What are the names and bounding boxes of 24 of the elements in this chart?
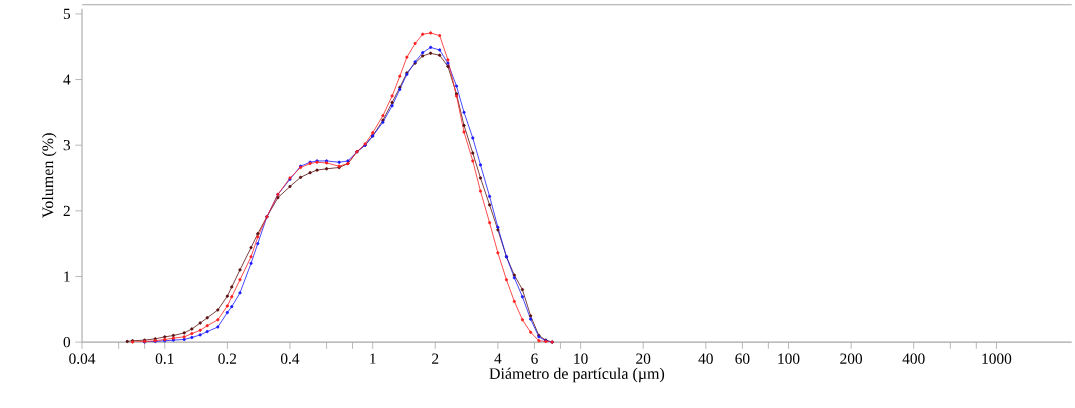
y-tick-label: 1 bbox=[64, 271, 70, 282]
x-tick-label: 6 bbox=[531, 353, 538, 364]
y-tick-label: 3 bbox=[63, 139, 71, 151]
x-tick-label: 100 bbox=[778, 353, 800, 364]
x-tick-label: 0.04 bbox=[69, 353, 96, 364]
x-tick-label: 2 bbox=[432, 353, 439, 364]
x-tick-label: 20 bbox=[636, 353, 651, 364]
x-tick-label: 200 bbox=[840, 353, 863, 364]
x-tick-label: 10 bbox=[574, 353, 588, 364]
y-tick-label: 2 bbox=[63, 205, 70, 216]
y-tick-label: 5 bbox=[63, 8, 71, 19]
x-tick-label: 0.1 bbox=[155, 353, 174, 364]
y-tick-label: 0 bbox=[63, 336, 71, 348]
x-axis-title: Diámetro de partícula (µm) bbox=[489, 367, 665, 383]
x-tick-label: 4 bbox=[494, 353, 502, 364]
x-tick-label: 60 bbox=[735, 353, 750, 364]
x-tick-label: 1000 bbox=[982, 353, 1012, 364]
x-tick-label: 400 bbox=[902, 353, 925, 364]
x-tick-label: 0.4 bbox=[280, 353, 300, 364]
x-tick-label: 40 bbox=[698, 353, 713, 364]
y-tick-label: 4 bbox=[63, 74, 71, 85]
x-tick-label: 0.2 bbox=[218, 353, 237, 364]
y-axis-title: Volumen (%) bbox=[41, 133, 57, 218]
x-tick-label: 1 bbox=[370, 353, 376, 364]
